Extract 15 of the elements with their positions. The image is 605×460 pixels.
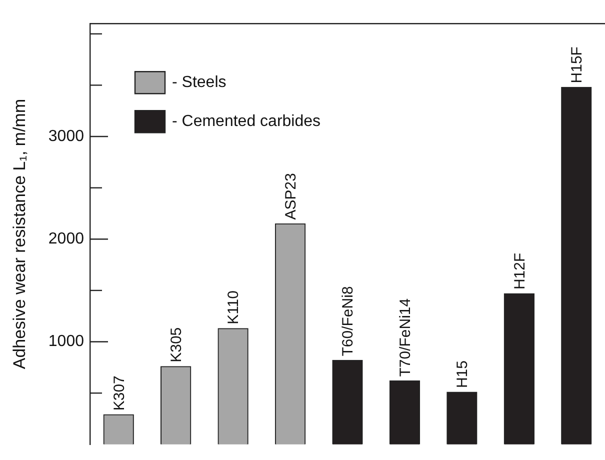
- y-tick-label: 1000: [48, 333, 84, 350]
- x-tick-label: H12F: [511, 252, 528, 290]
- x-tick-label: ASP23: [282, 173, 300, 220]
- y-tick-label: 3000: [48, 128, 84, 145]
- legend-label: - Steels: [172, 74, 226, 92]
- legend-label: - Cemented carbides: [172, 113, 321, 130]
- x-tick-label: T60/FeNi8: [340, 286, 357, 356]
- x-tick-label: K307: [110, 376, 128, 411]
- x-tick-label: T70/FeNi14: [396, 298, 414, 377]
- x-tick-label: H15: [454, 360, 472, 388]
- x-tick-label: H15F: [568, 46, 586, 84]
- x-tick-label: K110: [225, 290, 242, 324]
- y-tick-label: 2000: [48, 230, 84, 248]
- y-axis-title: Adhesive wear resistance L₁, m/mm: [10, 98, 29, 370]
- x-tick-label: K305: [168, 327, 185, 362]
